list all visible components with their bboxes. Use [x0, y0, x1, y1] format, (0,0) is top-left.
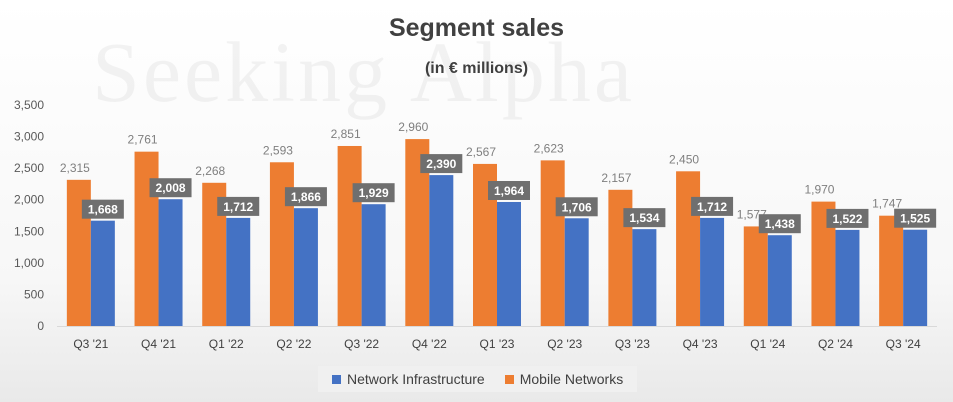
data-label-mobile-networks: 1,747 — [872, 197, 902, 211]
x-tick-label: Q1 '23 — [480, 337, 515, 351]
data-label-box-network-infrastructure — [894, 208, 937, 228]
data-label-box-network-infrastructure — [217, 196, 260, 216]
y-tick-label: 1,500 — [14, 224, 44, 238]
bar-mobile-networks — [879, 215, 904, 326]
y-tick-label: 2,500 — [14, 161, 44, 175]
data-label-mobile-networks: 2,851 — [331, 127, 361, 141]
data-label-box-network-infrastructure — [623, 208, 666, 228]
bar-network-infrastructure — [632, 229, 657, 326]
x-tick-label: Q4 '21 — [141, 337, 176, 351]
bar-network-infrastructure — [903, 229, 928, 326]
data-label-network-infrastructure: 1,522 — [832, 212, 862, 226]
x-tick-label: Q2 '22 — [276, 337, 311, 351]
bar-network-infrastructure — [293, 208, 318, 326]
bar-network-infrastructure — [767, 235, 792, 326]
y-tick-label: 2,000 — [14, 193, 44, 207]
data-label-network-infrastructure: 1,712 — [223, 200, 253, 214]
x-tick-label: Q2 '23 — [547, 337, 582, 351]
legend-item-network-infrastructure: Network Infrastructure — [332, 371, 485, 387]
y-tick-label: 500 — [24, 287, 44, 301]
legend-item-mobile-networks: Mobile Networks — [504, 371, 624, 387]
legend-label-mobile-networks: Mobile Networks — [519, 371, 624, 387]
data-label-mobile-networks: 2,623 — [534, 141, 564, 155]
data-label-network-infrastructure: 1,525 — [900, 212, 930, 226]
data-label-network-infrastructure: 2,008 — [156, 181, 186, 195]
bar-network-infrastructure — [429, 175, 454, 326]
bar-mobile-networks — [269, 162, 294, 326]
legend-swatch-network-infrastructure — [332, 374, 341, 384]
legend-label-network-infrastructure: Network Infrastructure — [347, 371, 485, 387]
bar-network-infrastructure — [564, 218, 589, 326]
bar-network-infrastructure — [158, 199, 183, 326]
x-tick-label: Q1 '22 — [209, 337, 244, 351]
data-label-mobile-networks: 2,567 — [466, 145, 496, 159]
bar-network-infrastructure — [90, 220, 115, 326]
x-tick-label: Q2 '24 — [818, 337, 853, 351]
legend-swatch-mobile-networks — [504, 374, 514, 384]
chart-title: Segment sales — [388, 14, 565, 42]
data-label-box-network-infrastructure — [555, 197, 598, 217]
bar-mobile-networks — [676, 171, 701, 326]
bar-network-infrastructure — [700, 217, 725, 326]
data-label-network-infrastructure: 2,390 — [426, 157, 456, 171]
data-label-box-network-infrastructure — [691, 196, 734, 216]
data-label-network-infrastructure: 1,438 — [765, 217, 795, 231]
y-tick-label: 1,000 — [14, 256, 44, 270]
x-tick-label: Q4 '23 — [683, 337, 718, 351]
x-tick-label: Q3 '22 — [344, 337, 379, 351]
y-tick-label: 3,500 — [14, 98, 44, 112]
data-label-mobile-networks: 2,450 — [669, 152, 699, 166]
data-label-box-network-infrastructure — [81, 199, 124, 219]
data-label-network-infrastructure: 1,964 — [494, 184, 524, 198]
chart-legend: Network Infrastructure Mobile Networks — [318, 366, 638, 392]
data-label-box-network-infrastructure — [826, 208, 869, 228]
data-label-mobile-networks: 2,157 — [601, 171, 631, 185]
data-label-mobile-networks: 1,970 — [804, 183, 834, 197]
data-label-network-infrastructure: 1,668 — [88, 203, 118, 217]
data-label-network-infrastructure: 1,534 — [629, 211, 659, 225]
data-label-box-network-infrastructure — [758, 214, 801, 234]
data-label-network-infrastructure: 1,712 — [697, 200, 727, 214]
data-label-box-network-infrastructure — [488, 180, 530, 200]
data-label-network-infrastructure: 1,866 — [291, 190, 321, 204]
data-label-box-network-infrastructure — [420, 154, 463, 174]
bar-mobile-networks — [337, 145, 362, 326]
x-tick-label: Q3 '23 — [615, 337, 650, 351]
chart-subtitle: (in € millions) — [424, 60, 529, 77]
y-tick-label: 0 — [37, 319, 44, 333]
data-label-mobile-networks: 2,268 — [195, 164, 225, 178]
data-label-mobile-networks: 2,761 — [128, 133, 158, 147]
bar-mobile-networks — [134, 151, 159, 326]
y-tick-label: 3,000 — [14, 130, 44, 144]
data-label-mobile-networks: 2,960 — [398, 120, 428, 134]
data-label-mobile-networks: 2,593 — [263, 143, 293, 157]
x-tick-label: Q3 '24 — [886, 337, 921, 351]
bar-network-infrastructure — [835, 229, 860, 326]
x-tick-label: Q1 '24 — [750, 337, 785, 351]
data-label-network-infrastructure: 1,706 — [562, 200, 592, 214]
x-tick-label: Q4 '22 — [412, 337, 447, 351]
bar-mobile-networks — [743, 226, 768, 326]
data-label-network-infrastructure: 1,929 — [359, 186, 389, 200]
bar-mobile-networks — [540, 160, 565, 326]
bar-network-infrastructure — [497, 201, 521, 326]
data-label-box-network-infrastructure — [149, 178, 192, 198]
data-label-mobile-networks: 2,315 — [60, 161, 90, 175]
bar-network-infrastructure — [226, 217, 251, 326]
x-tick-label: Q3 '21 — [73, 337, 108, 351]
bar-network-infrastructure — [361, 204, 386, 326]
data-label-box-network-infrastructure — [352, 183, 395, 203]
data-label-box-network-infrastructure — [284, 187, 327, 207]
